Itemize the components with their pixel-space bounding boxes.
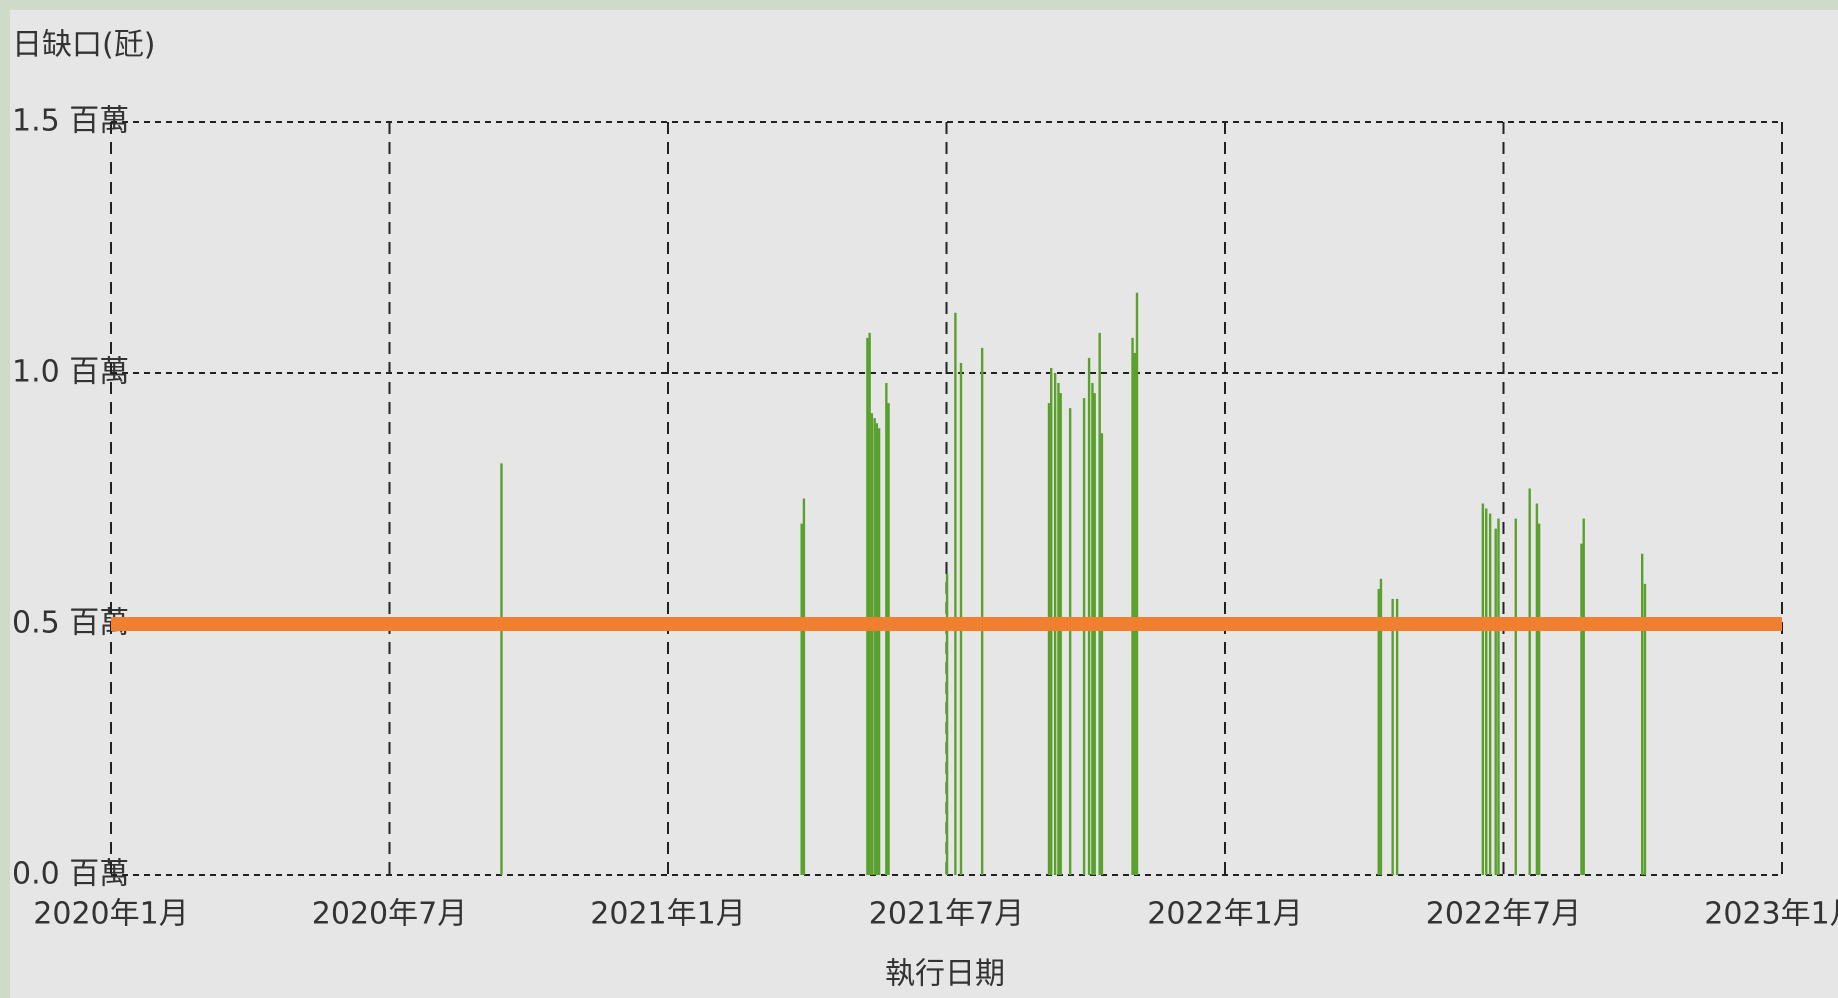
x-tick-label: 2021年1月 (590, 897, 745, 932)
x-tick-label: 2021年7月 (869, 897, 1024, 932)
bar (1535, 503, 1539, 875)
bar (1580, 543, 1583, 875)
bar (873, 418, 876, 875)
bar (1131, 337, 1134, 875)
x-tick-label: 2020年1月 (33, 897, 188, 932)
bar (1514, 518, 1517, 875)
bar (1379, 578, 1383, 875)
y-tick-label: 1.5 百萬 (12, 104, 129, 139)
bar (1059, 393, 1062, 875)
bar (1087, 357, 1091, 875)
bar (1528, 488, 1531, 875)
plot-background (10, 10, 1838, 998)
bar (1494, 528, 1497, 875)
bar (954, 312, 957, 875)
bar (800, 523, 803, 875)
y-tick-label: 0.0 百萬 (12, 857, 129, 892)
bar (1582, 518, 1585, 875)
bar (945, 573, 949, 875)
bar (1485, 508, 1488, 875)
x-tick-label: 2022年7月 (1426, 897, 1581, 932)
chart-title: 日缺口(瓩) (12, 28, 155, 63)
bar (1377, 588, 1380, 875)
y-tick-label: 1.0 百萬 (12, 355, 129, 390)
bar (1497, 518, 1500, 875)
bar (1481, 503, 1485, 875)
bar (875, 423, 879, 875)
bar (980, 347, 984, 875)
y-tick-label: 0.5 百萬 (12, 606, 129, 641)
bar (1640, 553, 1644, 875)
x-tick-label: 2022年1月 (1147, 897, 1302, 932)
bar (866, 337, 869, 875)
bar (1068, 408, 1072, 875)
x-tick-label: 2023年1月 (1704, 897, 1838, 932)
bar (1395, 598, 1399, 875)
bar (1093, 393, 1096, 875)
bar (870, 413, 874, 875)
bar (1537, 523, 1541, 875)
bar (1133, 352, 1136, 875)
bar (1488, 513, 1492, 875)
bar (1047, 403, 1051, 875)
bar (887, 403, 890, 875)
x-axis-label: 執行日期 (885, 957, 1005, 992)
bar (1391, 598, 1394, 875)
bar (1098, 332, 1101, 876)
bar (868, 332, 871, 876)
bar (500, 463, 503, 875)
bar (1082, 398, 1086, 875)
bar (1643, 583, 1647, 875)
x-tick-label: 2020年7月 (312, 897, 467, 932)
bar (1135, 292, 1139, 875)
bar (802, 498, 806, 875)
bar (877, 428, 881, 875)
bar (1100, 433, 1104, 875)
